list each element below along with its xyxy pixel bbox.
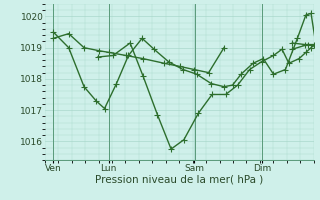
X-axis label: Pression niveau de la mer( hPa ): Pression niveau de la mer( hPa ) [95,175,263,185]
